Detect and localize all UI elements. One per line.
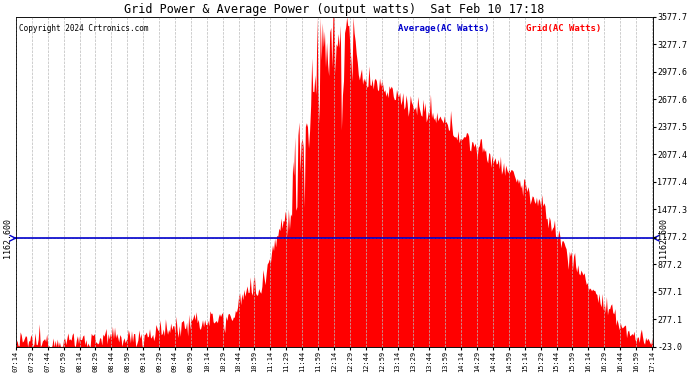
Text: Grid(AC Watts): Grid(AC Watts) (526, 24, 601, 33)
Text: Average(AC Watts): Average(AC Watts) (398, 24, 490, 33)
Text: 1162.600: 1162.600 (660, 218, 669, 258)
Title: Grid Power & Average Power (output watts)  Sat Feb 10 17:18: Grid Power & Average Power (output watts… (124, 3, 544, 16)
Text: Copyright 2024 Crtronics.com: Copyright 2024 Crtronics.com (19, 24, 148, 33)
